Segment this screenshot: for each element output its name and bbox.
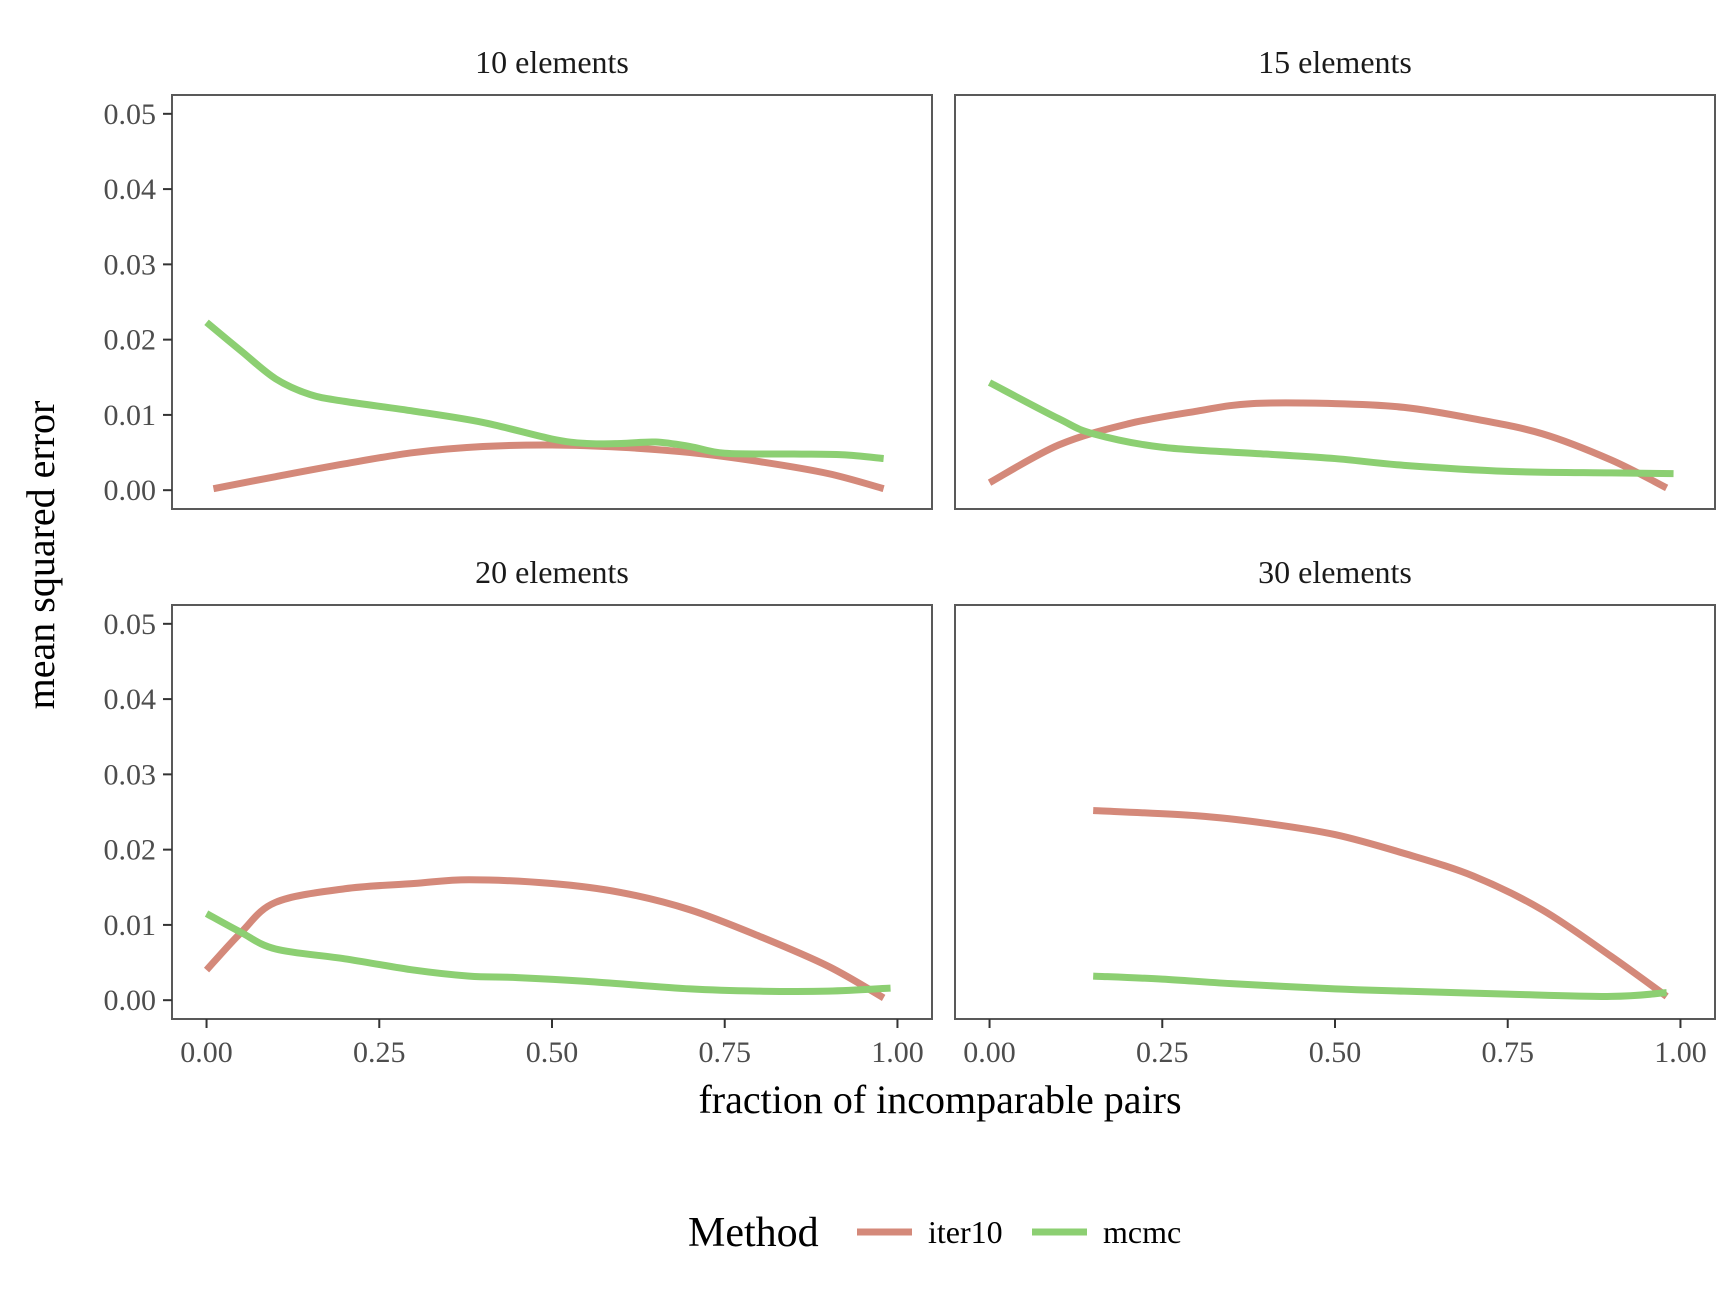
x-tick-label: 0.25 [1136,1036,1189,1069]
y-tick-label: 0.04 [104,683,157,716]
x-tick-label: 1.00 [1654,1036,1707,1069]
facet-panel: 20 elements 0.00 0.01 0.02 0.03 0.04 0.05 0.00 0… [104,554,933,1069]
x-tick-label: 0.00 [180,1036,233,1069]
y-axis-label: mean squared error [18,401,63,710]
facet-panel: 10 elements 0.00 0.01 0.02 0.03 0.04 0.05 [104,44,933,510]
x-tick-label: 0.25 [353,1036,406,1069]
y-tick-label: 0.01 [104,399,157,432]
series-line-iter10 [987,399,1669,492]
x-axis-label: fraction of incomparable pairs [698,1077,1181,1122]
y-tick-label: 0.03 [104,758,157,791]
facet-strip-label: 15 elements [1258,44,1412,80]
y-tick-label: 0.05 [104,98,157,131]
x-tick-label: 1.00 [871,1036,924,1069]
legend: Method iter10 mcmc [688,1210,1181,1256]
facet-strip-label: 20 elements [475,554,629,590]
y-tick-label: 0.01 [104,909,157,942]
series-lines [1093,806,1669,1000]
x-tick-label: 0.00 [963,1036,1016,1069]
y-tick-label: 0.02 [104,324,157,357]
legend-label-mcmc: mcmc [1103,1214,1181,1250]
x-tick-label: 0.75 [698,1036,751,1069]
facet-panel: 30 elements 0.00 0.25 0.50 0.75 1.00 [954,554,1716,1069]
x-tick-label: 0.75 [1481,1036,1534,1069]
series-line-iter10 [212,441,885,493]
series-line-iter10 [203,876,886,1001]
series-line-mcmc [1093,972,1667,1000]
y-tick-label: 0.04 [104,173,157,206]
y-tick-label: 0.05 [104,608,157,641]
series-line-iter10 [1093,806,1669,1000]
series-line-mcmc [204,319,884,463]
panel-border [954,94,1716,510]
facet-strip-label: 30 elements [1258,554,1412,590]
facet-panels: 10 elements 0.00 0.01 0.02 0.03 0.04 0.05 15 el… [104,44,1716,1069]
y-tick-label: 0.00 [104,984,157,1017]
series-line-mcmc [987,379,1674,478]
facet-strip-label: 10 elements [475,44,629,80]
series-lines [987,379,1674,492]
series-lines [203,876,891,1001]
series-lines [204,319,885,493]
legend-label-iter10: iter10 [928,1214,1003,1250]
x-tick-label: 0.50 [526,1036,579,1069]
panel-border [171,94,933,510]
legend-title: Method [688,1210,819,1256]
facet-panel: 15 elements [954,44,1716,510]
series-line-mcmc [204,910,891,995]
y-tick-label: 0.00 [104,474,157,507]
y-tick-label: 0.02 [104,834,157,867]
y-tick-label: 0.03 [104,248,157,281]
x-tick-label: 0.50 [1309,1036,1362,1069]
